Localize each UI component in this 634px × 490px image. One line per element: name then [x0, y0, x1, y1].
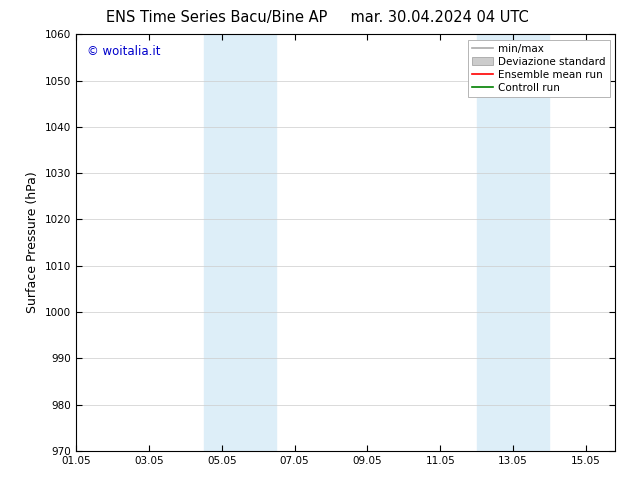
Text: © woitalia.it: © woitalia.it: [87, 45, 160, 58]
Legend: min/max, Deviazione standard, Ensemble mean run, Controll run: min/max, Deviazione standard, Ensemble m…: [468, 40, 610, 97]
Text: ENS Time Series Bacu/Bine AP     mar. 30.04.2024 04 UTC: ENS Time Series Bacu/Bine AP mar. 30.04.…: [106, 10, 528, 25]
Y-axis label: Surface Pressure (hPa): Surface Pressure (hPa): [27, 172, 39, 314]
Bar: [477, 34, 550, 451]
Bar: [204, 34, 276, 451]
